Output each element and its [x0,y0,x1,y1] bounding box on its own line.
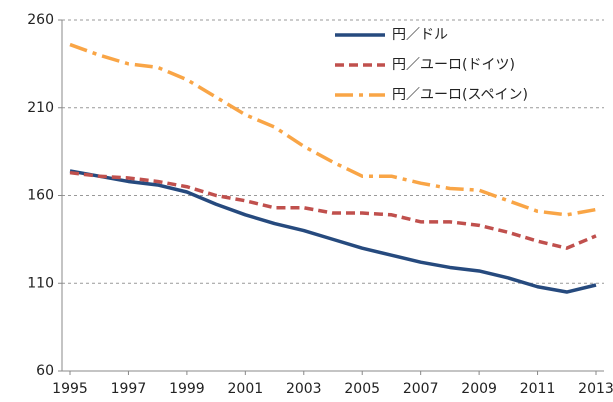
x-tick-label: 2003 [286,381,322,397]
y-tick-label: 60 [36,363,54,379]
legend-label: 円／ユーロ(ドイツ) [392,57,515,73]
x-tick-label: 2005 [344,381,380,397]
x-tick-label: 2001 [228,381,264,397]
y-tick-label: 210 [27,100,54,116]
x-tick-label: 1999 [169,381,205,397]
x-tick-label: 2013 [578,381,613,397]
y-tick-label: 160 [27,188,54,204]
legend-label: 円／ユーロ(スペイン) [392,87,528,103]
series-line [69,42,597,217]
y-tick-label: 260 [27,12,54,28]
series-line [69,169,597,294]
x-tick-label: 2007 [403,381,439,397]
x-tick-label: 1995 [52,381,88,397]
series-line [69,170,597,250]
legend-label: 円／ドル [392,27,448,43]
x-tick-label: 2011 [520,381,556,397]
y-tick-label: 110 [27,275,54,291]
x-tick-label: 1997 [111,381,147,397]
x-tick-label: 2009 [461,381,497,397]
